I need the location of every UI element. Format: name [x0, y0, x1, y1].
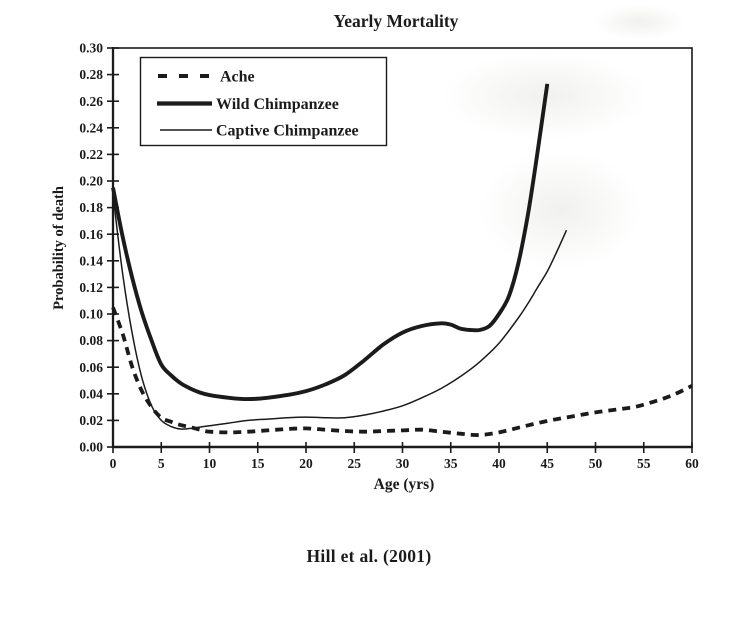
x-tick-label: 45 — [541, 456, 555, 471]
y-tick-label: 0.06 — [79, 360, 103, 375]
axes: 0 5 10 15 20 25 30 35 40 45 50 55 60 0.00 0.02 0.04 0.06… — [79, 41, 699, 471]
x-tick-label: 50 — [589, 456, 603, 471]
y-tick-label: 0.22 — [79, 147, 103, 162]
x-axis-label: Age (yrs) — [374, 476, 435, 493]
ache-line — [111, 306, 693, 437]
x-tick-label: 10 — [203, 456, 217, 471]
y-tick-label: 0.08 — [79, 333, 103, 348]
y-tick-label: 0.26 — [79, 94, 103, 109]
legend-label-ache: Ache — [220, 69, 255, 86]
wild-chimpanzee-line — [111, 83, 550, 402]
y-tick-label: 0.20 — [79, 174, 103, 189]
x-tick-label: 30 — [396, 456, 410, 471]
y-tick-label: 0.18 — [79, 200, 103, 215]
x-tick-label: 15 — [251, 456, 265, 471]
mortality-chart: Yearly Mortality 0 5 10 15 20 25 30 35 40 45 50 55 6… — [51, 11, 699, 493]
x-tick-label: 0 — [110, 456, 117, 471]
x-tick-label: 20 — [299, 456, 313, 471]
legend-label-wild-chimpanzee: Wild Chimpanzee — [216, 96, 339, 113]
x-tick-label: 5 — [158, 456, 165, 471]
x-tick-label: 40 — [492, 456, 506, 471]
y-tick-label: 0.12 — [79, 280, 103, 295]
x-tick-label: 55 — [637, 456, 651, 471]
y-tick-label: 0.10 — [79, 307, 103, 322]
y-tick-label: 0.30 — [79, 41, 103, 56]
chart-title: Yearly Mortality — [334, 11, 459, 31]
x-tick-label: 35 — [444, 456, 458, 471]
y-tick-label: 0.04 — [79, 386, 103, 401]
y-tick-label: 0.02 — [79, 413, 103, 428]
x-tick-label: 25 — [348, 456, 362, 471]
captive-chimpanzee-line — [112, 194, 568, 430]
series-lines — [111, 83, 693, 437]
y-tick-label: 0.16 — [79, 227, 103, 242]
legend: Ache Wild Chimpanzee Captive Chimpanzee — [139, 56, 388, 147]
x-tick-label: 60 — [685, 456, 699, 471]
y-axis-label: Probability of death — [51, 186, 67, 310]
legend-label-captive-chimpanzee: Captive Chimpanzee — [216, 123, 359, 140]
y-tick-label: 0.00 — [79, 440, 103, 455]
source-caption: Hill et al. (2001) — [306, 546, 432, 566]
y-tick-label: 0.28 — [79, 67, 103, 82]
y-tick-label: 0.24 — [79, 120, 103, 135]
y-tick-label: 0.14 — [79, 253, 103, 268]
